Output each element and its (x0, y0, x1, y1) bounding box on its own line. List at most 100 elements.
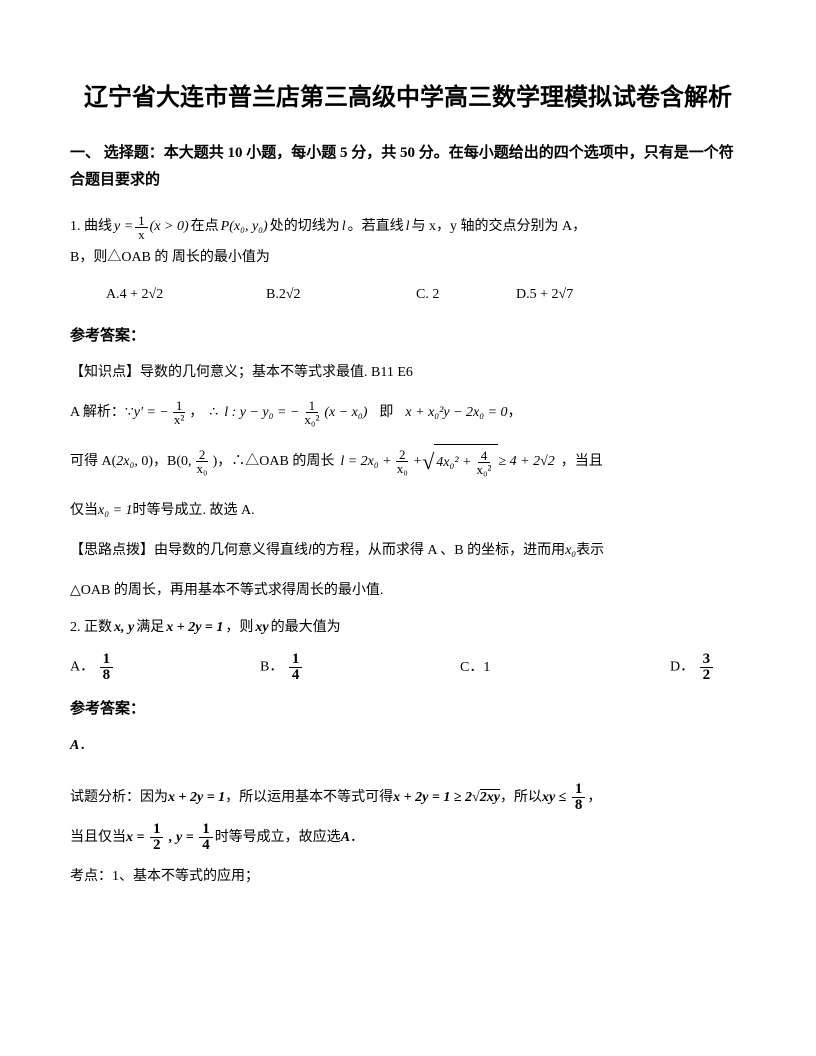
A-x: 2x₀ (116, 445, 134, 479)
numerator: 2 (196, 448, 209, 462)
post: (x − x₀) (324, 396, 367, 430)
numerator: 1 (572, 782, 586, 798)
denominator: 4 (199, 838, 213, 853)
numerator: 1 (100, 652, 114, 668)
inequality: x + 2y = 1 ≥ 2√2xy (393, 781, 500, 815)
q2-analysis-line2: 当且仅当 x = 1 2 , y = 1 4 时等号成立，故应选 A ． (70, 821, 746, 855)
option-B: B． 1 4 (260, 652, 460, 684)
comma: ， (508, 396, 522, 430)
numerator: 1 (306, 399, 319, 413)
denominator: 2 (150, 838, 164, 853)
numerator: 3 (700, 652, 714, 668)
text-ji: 即 (379, 396, 393, 430)
text: ，所以 (500, 781, 542, 815)
text: , 0)，B(0, (134, 445, 191, 479)
question-2: 2. 正数 x, y 满足 x + 2y = 1 ，则 xy 的最大值为 A． … (70, 613, 746, 683)
numerator: 1 (150, 822, 164, 838)
opt-value: 5 + 2√7 (530, 280, 574, 311)
opt-value: 2√2 (279, 280, 301, 311)
B-y-frac: 2 x₀ (194, 448, 211, 475)
numerator: 1 (173, 399, 186, 413)
opt-frac: 3 2 (700, 652, 714, 683)
result: xy ≤ 1 8 (542, 781, 587, 815)
fraction: 1 2 (150, 822, 164, 853)
numerator: 4 (478, 449, 491, 463)
opt-label: A. (106, 280, 120, 311)
pre: xy ≤ (542, 790, 570, 805)
q2-line1: 2. 正数 x, y 满足 x + 2y = 1 ，则 xy 的最大值为 (70, 613, 746, 644)
opt-label: B． (260, 660, 283, 675)
denominator: x₀² (474, 463, 495, 476)
text: 仅当 (70, 494, 98, 528)
opt-label: D. (516, 280, 530, 311)
q2-options: A． 1 8 B． 1 4 C．1 D． 3 2 (70, 652, 746, 684)
text: 满足 (136, 613, 164, 644)
opt-value: 4 + 2√2 (120, 280, 164, 311)
option-C: C．1 (460, 653, 670, 684)
q2-label: 2. 正数 (70, 613, 112, 644)
text: 时等号成立，故应选 (215, 821, 341, 855)
fraction: 1 x (135, 214, 148, 241)
q1-curve-equation: y = 1 x (x > 0) (114, 212, 189, 243)
standard-form: x + x₀²y − 2x₀ = 0 (405, 396, 507, 430)
q1-tip-line1: 【思路点拨】由导数的几何意义得直线 l 的方程，从而求得 A 、B 的坐标，进而… (70, 534, 746, 568)
pre: l = 2x₀ + (340, 445, 391, 479)
text: 当且仅当 (70, 821, 126, 855)
option-A: A. 4 + 2√2 (106, 280, 266, 311)
q2-analysis-line1: 试题分析：因为 x + 2y = 1 ，所以运用基本不等式可得 x + 2y =… (70, 781, 746, 815)
q1-answer-label: 参考答案： (70, 324, 746, 348)
q1-analysis-line1: A 解析： ∵ y' = − 1 x² ， ∴ l : y − y₀ = − 1… (70, 396, 746, 430)
fraction: 1 8 (572, 782, 586, 813)
numerator: 1 (289, 652, 303, 668)
text: ，则 (225, 613, 253, 644)
x0-eq-1: x₀ = 1 (98, 494, 133, 528)
line-l: l (342, 212, 346, 243)
text: 的最大值为 (271, 613, 341, 644)
question-1: 1. 曲线 y = 1 x (x > 0) 在点 P(x₀, y₀) 处的切线为… (70, 212, 746, 310)
text: 在点 (191, 212, 219, 243)
therefore-sym: ∴ (209, 396, 218, 430)
denominator: 2 (700, 668, 714, 683)
denominator: x (135, 228, 148, 241)
opt-label: B. (266, 280, 279, 311)
option-A: A． 1 8 (70, 652, 260, 684)
option-B: B. 2√2 (266, 280, 416, 311)
sep: , y = (169, 830, 197, 845)
denominator: 8 (572, 798, 586, 813)
tangent-line: l : y − y₀ = − 1 x₀² (x − x₀) (224, 396, 367, 430)
text: ，当且 (561, 445, 603, 479)
pre: y' = − (134, 396, 169, 430)
opt-label: C. 2 (416, 280, 439, 311)
comma: ， (587, 781, 601, 815)
numerator: 2 (396, 448, 409, 462)
denominator: 8 (100, 668, 114, 683)
q1-label: 1. 曲线 (70, 212, 112, 243)
text: 表示 (576, 534, 604, 568)
denominator: x₀² (301, 413, 322, 426)
text: 【思路点拨】由导数的几何意义得直线 (70, 534, 308, 568)
geq: ≥ 4 + 2√2 (498, 445, 554, 479)
answer-A: A (341, 821, 350, 855)
q2-answer-label: 参考答案： (70, 697, 746, 721)
text: 。若直线 (348, 212, 404, 243)
answer-A: A (70, 729, 79, 763)
xy-prod: xy (255, 613, 268, 644)
fraction: 1 x₀² (301, 399, 322, 426)
sqrt-wrap: √ 4x₀² + 4 x₀² (422, 436, 498, 489)
text: 可得 A( (70, 445, 116, 479)
constraint: x + 2y = 1 (166, 613, 223, 644)
option-D: D． 3 2 (670, 652, 715, 684)
denominator: 4 (289, 668, 303, 683)
perimeter-expr: l = 2x₀ + 2 x₀ + √ 4x₀² + 4 x₀² ≥ 4 + 2√… (340, 436, 554, 489)
because-sym: ∵ (125, 396, 134, 430)
fraction: 1 x² (171, 399, 187, 426)
eq: x + 2y = 1 (168, 781, 225, 815)
text: 与 x，y 轴的交点分别为 A， (412, 212, 587, 243)
numerator: 1 (135, 214, 148, 228)
denominator: x₀ (394, 462, 411, 475)
option-D: D. 5 + 2√7 (516, 280, 573, 311)
text: ，所以运用基本不等式可得 (225, 781, 393, 815)
q1-tip-line2: △OAB 的周长，再用基本不等式求得周长的最小值. (70, 574, 746, 608)
fraction: 2 x₀ (394, 448, 411, 475)
fraction: 4 x₀² (474, 449, 495, 476)
